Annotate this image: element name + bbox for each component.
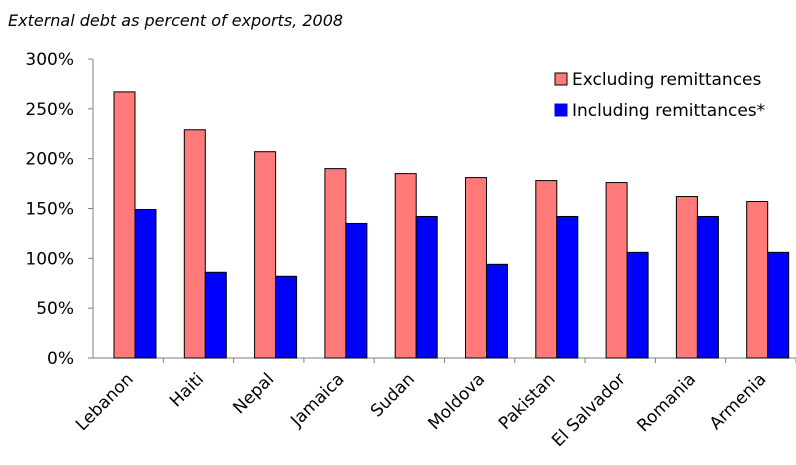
x-tick-labels: Lebanon Haiti Nepal Jamaica Sudan Moldova Paki…	[72, 369, 770, 451]
bar-including-nepal	[275, 275, 298, 359]
bar-excluding-moldova	[465, 177, 487, 359]
bar-including-lebanon	[134, 208, 157, 359]
bar-including-romania	[696, 215, 719, 359]
chart-bars	[113, 91, 790, 359]
bar-excluding-nepal	[254, 151, 277, 359]
bar-excluding-armenia	[746, 201, 769, 359]
bar-including-pakistan	[556, 215, 579, 359]
y-tick-label: 100%	[25, 249, 74, 269]
bar-including-el-salvador	[626, 251, 649, 359]
x-tick-label: Lebanon	[72, 369, 138, 435]
y-tick-label: 200%	[25, 150, 74, 170]
x-tick-label: Nepal	[229, 369, 278, 418]
x-tick-label: Armenia	[706, 369, 771, 434]
bar-including-jamaica	[345, 222, 368, 359]
bar-excluding-pakistan	[535, 180, 558, 359]
y-tick-label: 0%	[47, 349, 74, 369]
bar-excluding-el-salvador	[605, 182, 628, 359]
y-tick-label: 50%	[36, 299, 74, 319]
bar-excluding-haiti	[183, 129, 206, 359]
legend-label: Including remittances*	[572, 101, 765, 121]
bar-excluding-sudan	[394, 173, 417, 359]
x-tick-label: Haiti	[166, 369, 208, 411]
chart-title: External debt as percent of exports, 200…	[8, 11, 343, 30]
y-tick-labels: 0% 50% 100% 150% 200% 250% 300%	[25, 50, 74, 369]
bar-excluding-romania	[675, 196, 698, 359]
x-tick-label: Sudan	[367, 369, 419, 421]
bar-including-sudan	[415, 215, 438, 359]
legend: Excluding remittances Including remittanc…	[554, 70, 765, 121]
x-tick-label: Pakistan	[495, 369, 559, 433]
legend-swatch	[554, 103, 568, 117]
legend-label: Excluding remittances	[572, 70, 762, 90]
y-tick-label: 150%	[25, 200, 74, 220]
legend-swatch	[554, 72, 568, 86]
x-tick-label: Moldova	[425, 369, 490, 434]
bar-excluding-lebanon	[113, 91, 136, 359]
bar-including-armenia	[767, 251, 790, 359]
bar-including-haiti	[204, 271, 227, 359]
bar-including-moldova	[486, 263, 508, 359]
y-tick-label: 300%	[25, 50, 74, 70]
x-tick-label: Jamaica	[286, 369, 348, 431]
x-tick-label: El Salvador	[548, 369, 630, 451]
x-tick-label: Romania	[633, 369, 700, 436]
y-tick-label: 250%	[25, 100, 74, 120]
bar-excluding-jamaica	[324, 168, 347, 359]
